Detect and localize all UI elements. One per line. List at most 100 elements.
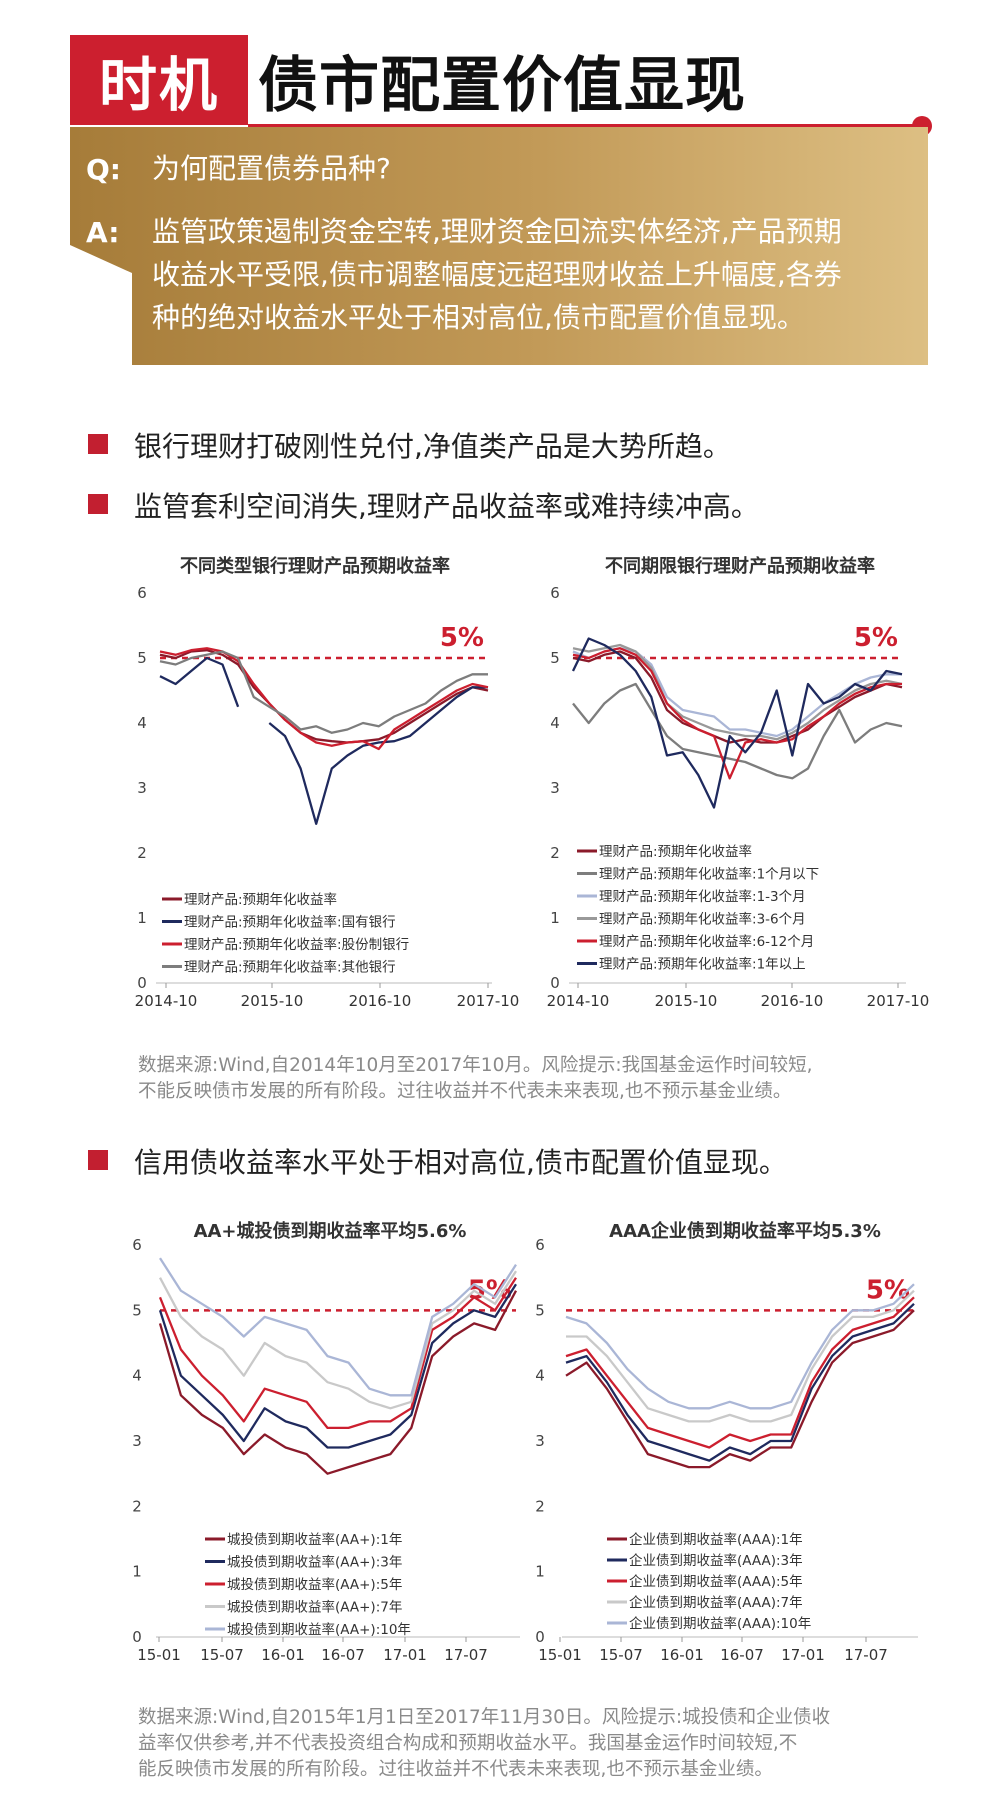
y-tick-label: 1 xyxy=(132,1563,142,1581)
source-note: 数据来源:Wind,自2014年10月至2017年10月。风险提示:我国基金运作… xyxy=(138,1055,813,1076)
legend-label: 理财产品:预期年化收益率:1个月以下 xyxy=(599,866,819,883)
y-tick-label: 4 xyxy=(132,1367,142,1385)
x-tick-label: 17-01 xyxy=(781,1646,825,1664)
qa-box xyxy=(70,127,928,365)
bullet-marker xyxy=(88,434,108,454)
series-line xyxy=(158,1277,517,1430)
chart-title: AAA企业债到期收益率平均5.3% xyxy=(609,1221,881,1242)
series-line xyxy=(566,1289,915,1423)
legend-label: 城投债到期收益率(AA+):7年 xyxy=(227,1599,402,1616)
y-tick-label: 3 xyxy=(137,779,147,797)
legend-label: 城投债到期收益率(AA+):10年 xyxy=(227,1621,411,1638)
y-tick-label: 1 xyxy=(137,909,147,927)
source-note: 能反映债市发展的所有阶段。过往收益并不代表未来表现,也不预示基金业绩。 xyxy=(138,1759,773,1780)
legend-label: 理财产品:预期年化收益率:1年以上 xyxy=(599,956,806,973)
y-tick-label: 3 xyxy=(550,779,560,797)
x-tick-label: 2016-10 xyxy=(761,992,824,1010)
series-line xyxy=(572,647,902,780)
question-label: Q: xyxy=(86,153,121,186)
y-tick-label: 3 xyxy=(132,1432,142,1450)
bullet-marker xyxy=(88,494,108,514)
chart-title: 不同期限银行理财产品预期收益率 xyxy=(605,556,875,577)
legend-label: 企业债到期收益率(AAA):7年 xyxy=(629,1594,803,1611)
title-underline xyxy=(248,124,920,127)
series-line xyxy=(565,1309,915,1469)
legend-label: 企业债到期收益率(AAA):10年 xyxy=(629,1615,811,1632)
answer-label: A: xyxy=(86,216,120,249)
y-tick-label: 6 xyxy=(550,584,560,602)
answer-line: 监管政策遏制资金空转,理财资金回流实体经济,产品预期 xyxy=(152,215,842,248)
legend-label: 理财产品:预期年化收益率:股份制银行 xyxy=(184,936,409,953)
legend-label: 理财产品:预期年化收益率:6-12个月 xyxy=(599,933,814,950)
x-tick-label: 16-01 xyxy=(660,1646,704,1664)
y-tick-label: 0 xyxy=(550,974,560,992)
legend-label: 城投债到期收益率(AA+):5年 xyxy=(227,1576,402,1593)
x-tick-label: 15-07 xyxy=(599,1646,643,1664)
x-tick-label: 16-07 xyxy=(720,1646,764,1664)
legend-label: 理财产品:预期年化收益率:国有银行 xyxy=(184,914,396,931)
y-tick-label: 6 xyxy=(132,1236,142,1254)
reference-label: 5% xyxy=(854,623,898,653)
x-tick-label: 2016-10 xyxy=(349,992,412,1010)
series-line xyxy=(565,1302,915,1462)
chart-title: AA+城投债到期收益率平均5.6% xyxy=(193,1221,467,1242)
bullet-marker xyxy=(88,1150,108,1170)
x-tick-label: 15-07 xyxy=(200,1646,244,1664)
source-note: 不能反映债市发展的所有阶段。过往收益并不代表未来表现,也不预示基金业绩。 xyxy=(138,1081,792,1102)
series-line xyxy=(159,656,488,825)
x-tick-label: 16-01 xyxy=(261,1646,305,1664)
question-text: 为何配置债券品种? xyxy=(152,152,391,185)
series-line xyxy=(572,643,903,741)
series-line xyxy=(158,1270,517,1410)
x-tick-label: 17-07 xyxy=(444,1646,488,1664)
legend-label: 理财产品:预期年化收益率 xyxy=(599,843,752,860)
legend-label: 理财产品:预期年化收益率 xyxy=(184,891,337,908)
y-tick-label: 2 xyxy=(535,1497,545,1515)
y-tick-label: 6 xyxy=(535,1236,545,1254)
series-line xyxy=(572,647,902,738)
y-tick-label: 4 xyxy=(550,714,560,732)
x-tick-label: 2017-10 xyxy=(867,992,930,1010)
bullet-text: 信用债收益率水平处于相对高位,债市配置价值显现。 xyxy=(134,1146,787,1179)
chart-title: 不同类型银行理财产品预期收益率 xyxy=(180,556,450,577)
x-tick-label: 15-01 xyxy=(137,1646,181,1664)
x-tick-label: 17-07 xyxy=(844,1646,888,1664)
legend-label: 企业债到期收益率(AAA):1年 xyxy=(629,1531,803,1548)
source-note: 益率仅供参考,并不代表投资组合构成和预期收益水平。我国基金运作时间较短,不 xyxy=(138,1733,798,1754)
legend-label: 城投债到期收益率(AA+):3年 xyxy=(227,1554,402,1571)
legend-label: 理财产品:预期年化收益率:1-3个月 xyxy=(599,888,806,905)
y-tick-label: 0 xyxy=(137,974,147,992)
y-tick-label: 0 xyxy=(535,1628,545,1646)
y-tick-label: 5 xyxy=(535,1301,545,1319)
x-tick-label: 15-01 xyxy=(538,1646,582,1664)
y-tick-label: 5 xyxy=(137,649,147,667)
x-tick-label: 2015-10 xyxy=(655,992,718,1010)
source-note: 数据来源:Wind,自2015年1月1日至2017年11月30日。风险提示:城投… xyxy=(138,1707,831,1728)
series-line xyxy=(565,1296,915,1449)
x-tick-label: 2015-10 xyxy=(241,992,304,1010)
y-tick-label: 3 xyxy=(535,1432,545,1450)
bullet-text: 银行理财打破刚性兑付,净值类产品是大势所趋。 xyxy=(134,430,731,463)
y-tick-label: 0 xyxy=(132,1628,142,1646)
series-line xyxy=(158,1290,518,1475)
y-tick-label: 2 xyxy=(550,844,560,862)
x-tick-label: 16-07 xyxy=(321,1646,365,1664)
answer-line: 收益水平受限,债市调整幅度远超理财收益上升幅度,各券 xyxy=(152,258,842,291)
x-tick-label: 17-01 xyxy=(383,1646,427,1664)
y-tick-label: 2 xyxy=(137,844,147,862)
y-tick-label: 1 xyxy=(550,909,560,927)
y-tick-label: 5 xyxy=(132,1301,142,1319)
answer-line: 种的绝对收益水平处于相对高位,债市配置价值显现。 xyxy=(152,301,805,334)
legend-label: 企业债到期收益率(AAA):3年 xyxy=(629,1552,803,1569)
series-line xyxy=(159,650,488,734)
series-line xyxy=(565,1283,915,1410)
reference-label: 5% xyxy=(440,623,484,653)
y-tick-label: 6 xyxy=(137,584,147,602)
series-line xyxy=(159,647,489,751)
x-tick-label: 2017-10 xyxy=(457,992,520,1010)
legend-label: 理财产品:预期年化收益率:其他银行 xyxy=(184,959,396,976)
series-line xyxy=(158,1283,517,1449)
y-tick-label: 4 xyxy=(137,714,147,732)
x-tick-label: 2014-10 xyxy=(135,992,198,1010)
